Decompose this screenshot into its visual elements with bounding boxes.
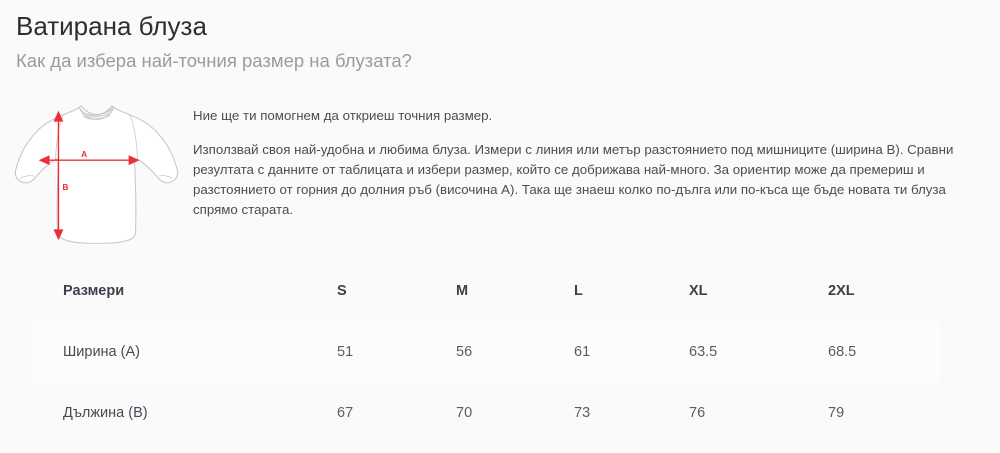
- svg-text:A: A: [81, 149, 87, 159]
- svg-text:B: B: [62, 182, 68, 192]
